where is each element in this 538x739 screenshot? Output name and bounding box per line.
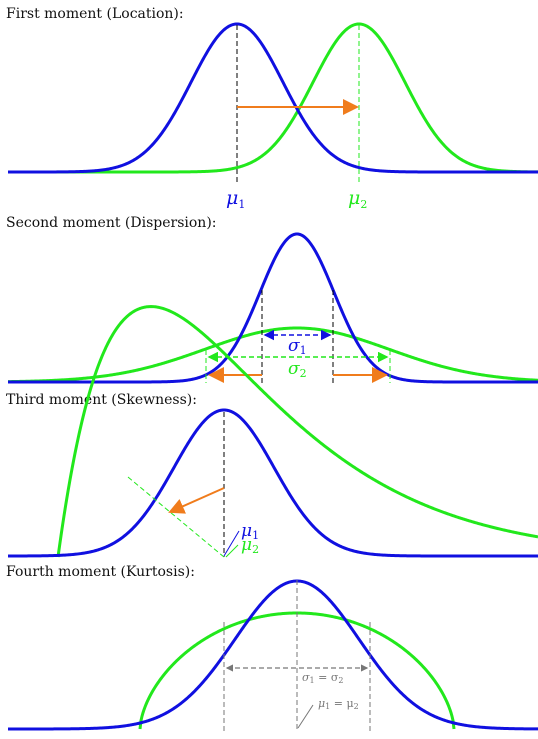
mean-2-marker xyxy=(127,476,225,558)
panel-dispersion: Second moment (Dispersion): σ1 σ2 xyxy=(6,215,538,384)
panel-title: Third moment (Skewness): xyxy=(6,392,197,408)
panel-title: Fourth moment (Kurtosis): xyxy=(6,564,195,580)
panel-kurtosis: Fourth moment (Kurtosis): σ1 = σ2 μ1 = μ… xyxy=(6,564,538,731)
sigma1-label: σ1 xyxy=(288,336,307,357)
label-leader xyxy=(225,544,239,558)
panel-title: Second moment (Dispersion): xyxy=(6,215,217,231)
label-leader xyxy=(223,530,240,557)
skew-arrow xyxy=(168,487,225,514)
panel-location: First moment (Location): μ1 μ2 xyxy=(6,6,538,211)
symmetric-curve xyxy=(8,408,538,558)
normal-curve xyxy=(8,579,538,731)
mu-equal-label: μ1 = μ2 xyxy=(318,697,359,711)
mu1-label: μ1 xyxy=(226,187,245,211)
sigma-equal-label: σ1 = σ2 xyxy=(302,671,343,685)
distribution-curve-2 xyxy=(7,326,538,384)
label-leader xyxy=(297,704,314,729)
mu1-label: μ1 xyxy=(241,521,259,542)
mu2-label: μ2 xyxy=(348,187,367,211)
panel-title: First moment (Location): xyxy=(6,6,184,22)
distribution-curve-1 xyxy=(8,232,538,384)
mu2-label: μ2 xyxy=(241,535,259,556)
panel-skewness: Third moment (Skewness): μ1 μ2 xyxy=(6,305,538,558)
distribution-curve-1 xyxy=(8,22,538,174)
distribution-curve-2 xyxy=(8,22,538,174)
skewed-curve xyxy=(56,305,538,558)
sigma2-label: σ2 xyxy=(288,359,307,380)
